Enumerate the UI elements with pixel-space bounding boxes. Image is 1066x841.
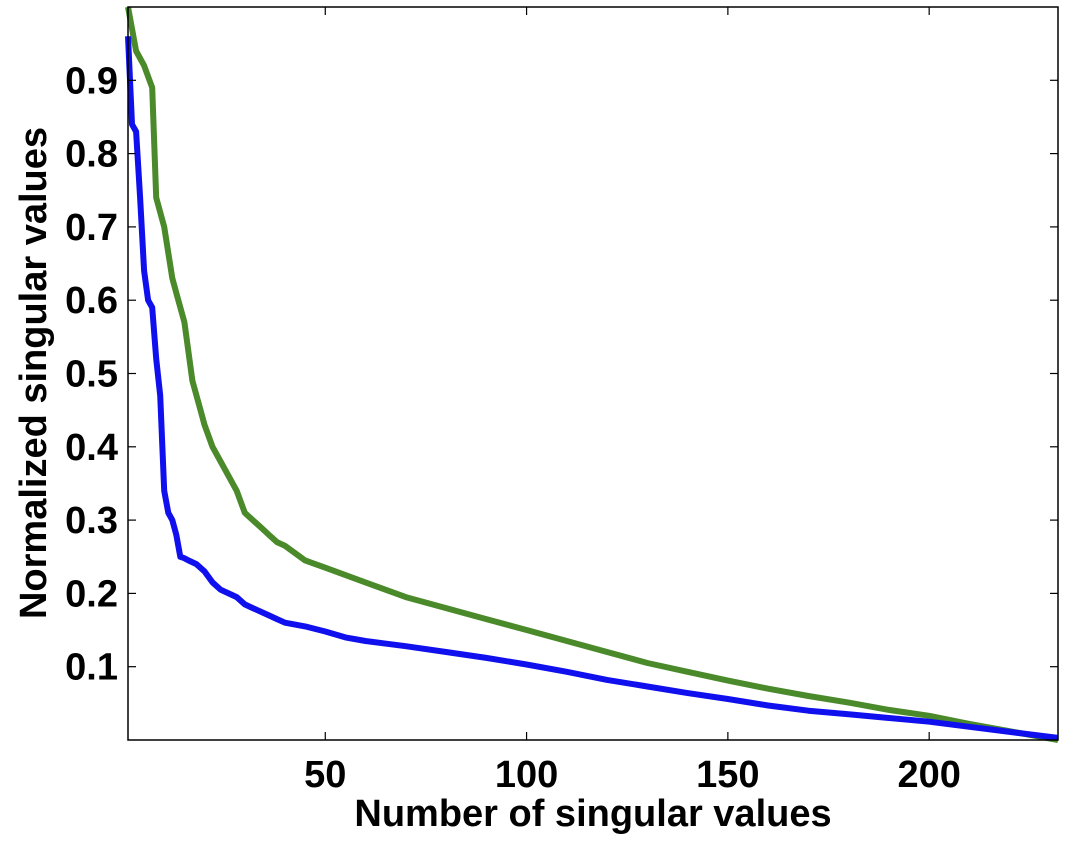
x-tick-label: 200 [897,754,960,796]
x-tick-label: 50 [304,754,346,796]
x-tick-label: 100 [495,754,558,796]
y-tick-label: 0.4 [65,427,118,469]
plot-frame [127,6,1059,741]
y-tick-label: 0.3 [65,500,118,542]
series-line-1 [125,6,1059,743]
series-layer [125,6,1059,743]
x-axis-title: Number of singular values [354,793,831,835]
y-axis-title: Normalized singular values [13,127,55,619]
y-tick-label: 0.7 [65,207,118,249]
y-tick-label: 0.1 [65,647,118,689]
series-line-2 [125,36,1059,741]
ticks-layer: 50 100 150 200 0.1 0.2 0.3 0.4 0.5 0.6 0.7 0.8 0.9 [65,7,1058,796]
x-tick-label: 150 [696,754,759,796]
y-tick-label: 0.6 [65,280,118,322]
y-tick-label: 0.8 [65,134,118,176]
y-tick-label: 0.9 [65,60,118,102]
y-tick-label: 0.5 [65,354,118,396]
y-tick-label: 0.2 [65,573,118,615]
